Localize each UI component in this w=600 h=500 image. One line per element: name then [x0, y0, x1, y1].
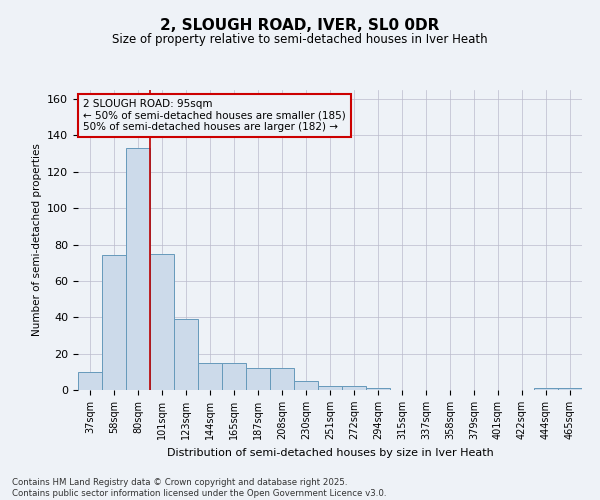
Bar	[102, 256, 126, 390]
Bar	[78, 372, 102, 390]
Bar	[270, 368, 294, 390]
Bar	[342, 386, 366, 390]
Bar	[150, 254, 174, 390]
Bar	[366, 388, 390, 390]
X-axis label: Distribution of semi-detached houses by size in Iver Heath: Distribution of semi-detached houses by …	[167, 448, 493, 458]
Text: 2 SLOUGH ROAD: 95sqm
← 50% of semi-detached houses are smaller (185)
50% of semi: 2 SLOUGH ROAD: 95sqm ← 50% of semi-detac…	[83, 99, 346, 132]
Bar	[246, 368, 270, 390]
Text: Contains HM Land Registry data © Crown copyright and database right 2025.
Contai: Contains HM Land Registry data © Crown c…	[12, 478, 386, 498]
Bar	[558, 388, 582, 390]
Y-axis label: Number of semi-detached properties: Number of semi-detached properties	[32, 144, 41, 336]
Bar	[174, 319, 198, 390]
Bar	[222, 362, 246, 390]
Bar	[318, 386, 342, 390]
Bar	[198, 362, 222, 390]
Bar	[294, 381, 318, 390]
Text: Size of property relative to semi-detached houses in Iver Heath: Size of property relative to semi-detach…	[112, 32, 488, 46]
Bar	[534, 388, 558, 390]
Bar	[126, 148, 150, 390]
Text: 2, SLOUGH ROAD, IVER, SL0 0DR: 2, SLOUGH ROAD, IVER, SL0 0DR	[160, 18, 440, 32]
